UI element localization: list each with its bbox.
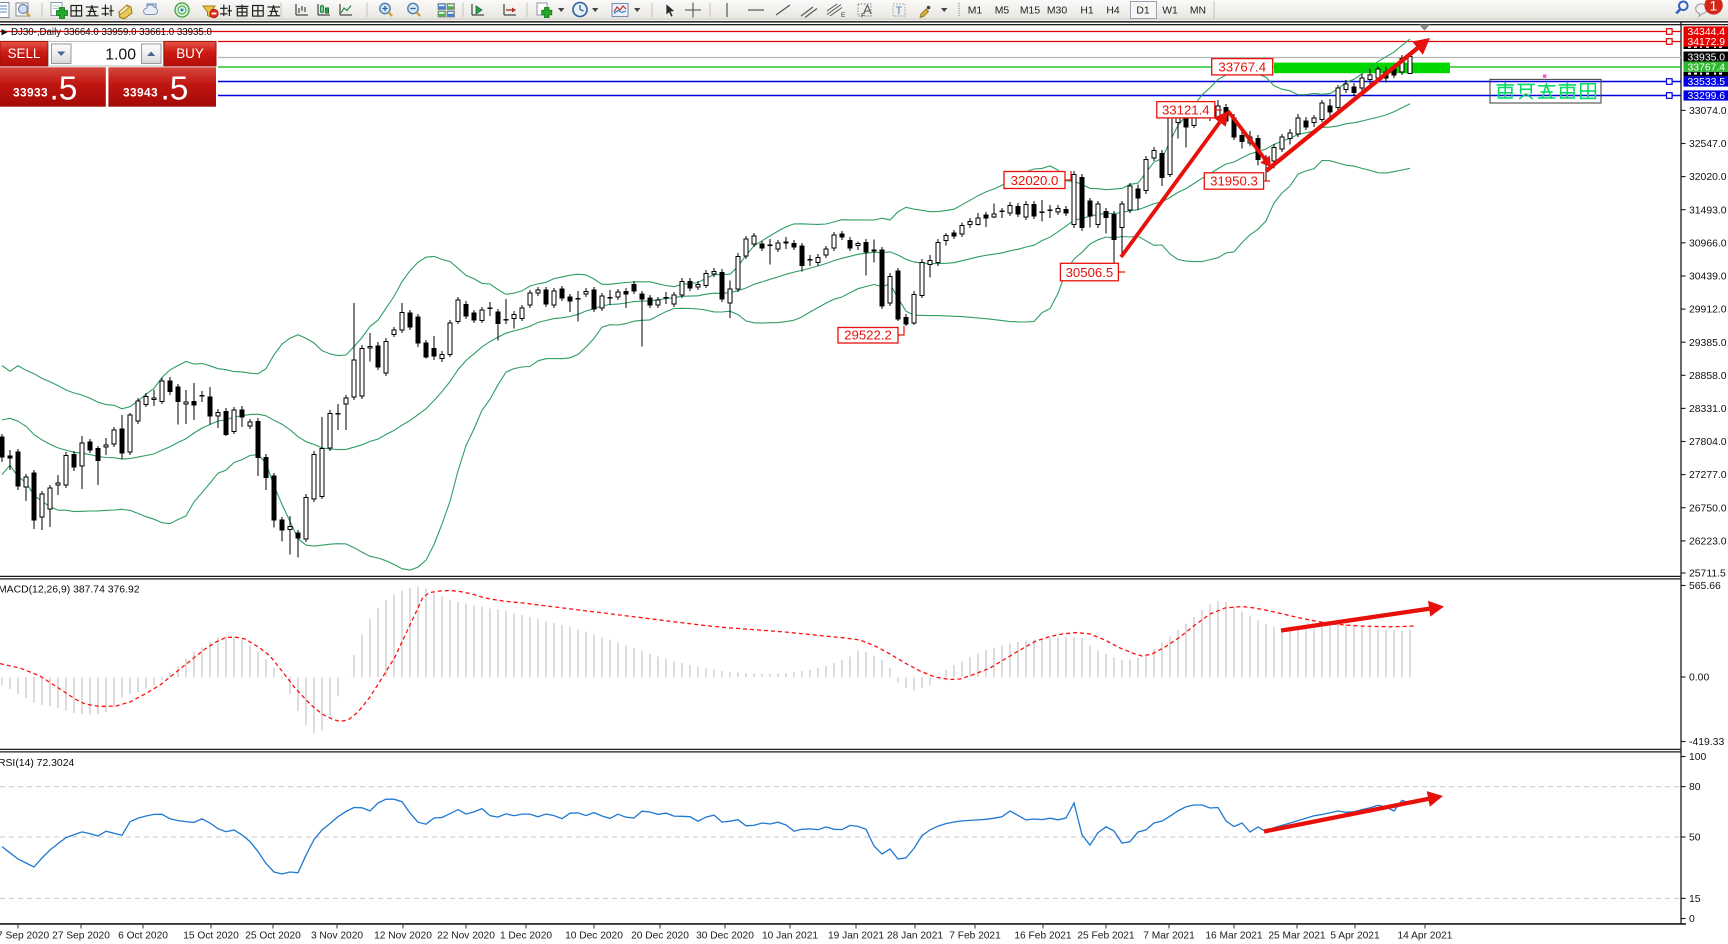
svg-text:M30: M30 [1047,6,1067,17]
svg-text:H1: H1 [1080,6,1094,17]
svg-text:16 Feb 2021: 16 Feb 2021 [1014,931,1072,942]
svg-text:12 Nov 2020: 12 Nov 2020 [374,931,432,942]
svg-text:34344.4: 34344.4 [1688,27,1726,38]
svg-text:30 Dec 2020: 30 Dec 2020 [696,931,754,942]
svg-text:BUY: BUY [176,46,204,61]
svg-text:SELL: SELL [8,46,41,61]
svg-text:W1: W1 [1162,6,1178,17]
svg-text:30966.0: 30966.0 [1689,238,1727,249]
svg-text:6 Oct 2020: 6 Oct 2020 [118,931,168,942]
svg-text:30439.0: 30439.0 [1689,272,1727,283]
svg-text:25 Oct 2020: 25 Oct 2020 [245,931,301,942]
svg-text:33121.4: 33121.4 [1162,102,1210,117]
svg-text:80: 80 [1689,782,1701,793]
svg-text:3 Nov 2020: 3 Nov 2020 [311,931,363,942]
svg-text:32547.0: 32547.0 [1689,139,1727,150]
svg-text:.5: .5 [161,71,189,108]
svg-text:MACD(12,26,9) 387.74 376.92: MACD(12,26,9) 387.74 376.92 [0,585,140,596]
svg-text:19 Jan 2021: 19 Jan 2021 [828,931,884,942]
svg-text:100: 100 [1689,752,1707,763]
svg-text:33943: 33943 [123,86,158,100]
svg-text:27804.0: 27804.0 [1689,437,1727,448]
svg-text:7 Sep 2020: 7 Sep 2020 [0,931,49,942]
svg-text:1 Dec 2020: 1 Dec 2020 [500,931,552,942]
svg-text:31493.0: 31493.0 [1689,205,1727,216]
svg-text:M15: M15 [1020,6,1040,17]
svg-text:31950.3: 31950.3 [1210,174,1258,189]
svg-text:E: E [841,12,846,19]
svg-text:RSI(14) 72.3024: RSI(14) 72.3024 [0,758,74,769]
svg-text:15: 15 [1689,894,1701,905]
svg-text:20 Dec 2020: 20 Dec 2020 [631,931,689,942]
svg-text:27 Sep 2020: 27 Sep 2020 [52,931,110,942]
svg-text:28858.0: 28858.0 [1689,371,1727,382]
svg-text:28331.0: 28331.0 [1689,404,1727,415]
svg-text:7 Mar 2021: 7 Mar 2021 [1143,931,1195,942]
svg-text:A: A [863,2,872,17]
svg-text:25 Mar 2021: 25 Mar 2021 [1268,931,1326,942]
svg-text:0.00: 0.00 [1689,673,1709,684]
svg-text:33299.6: 33299.6 [1688,91,1726,102]
svg-text:15 Oct 2020: 15 Oct 2020 [183,931,239,942]
svg-text:33935.0: 33935.0 [1688,52,1726,63]
svg-text:27277.0: 27277.0 [1689,470,1727,481]
svg-text:H4: H4 [1106,6,1120,17]
svg-text:.5: .5 [50,71,78,108]
svg-text:29912.0: 29912.0 [1689,305,1727,316]
svg-text:0: 0 [1689,914,1695,925]
svg-text:33767.4: 33767.4 [1688,62,1726,73]
svg-text:33533.5: 33533.5 [1688,77,1726,88]
svg-text:32020.0: 32020.0 [1689,172,1727,183]
svg-text:-419.33: -419.33 [1689,737,1724,748]
svg-text:1: 1 [1710,0,1718,14]
svg-text:33933: 33933 [13,86,48,100]
svg-text:22 Nov 2020: 22 Nov 2020 [437,931,495,942]
svg-text:T: T [896,5,903,17]
svg-text:33074.0: 33074.0 [1689,106,1727,117]
svg-text:7 Feb 2021: 7 Feb 2021 [949,931,1001,942]
svg-text:1.00: 1.00 [105,46,136,63]
svg-text:14 Apr 2021: 14 Apr 2021 [1398,931,1453,942]
svg-text:MN: MN [1190,6,1206,17]
svg-text:16 Mar 2021: 16 Mar 2021 [1205,931,1263,942]
svg-text:M5: M5 [995,6,1010,17]
svg-text:50: 50 [1689,833,1701,844]
svg-text:33767.4: 33767.4 [1218,59,1266,74]
svg-text:DJ30-,Daily 33664.0 33959.0 3: DJ30-,Daily 33664.0 33959.0 33661.0 3393… [11,27,213,38]
svg-text:M1: M1 [968,6,983,17]
svg-text:32020.0: 32020.0 [1011,173,1059,188]
svg-text:29522.2: 29522.2 [844,327,892,342]
svg-text:26750.0: 26750.0 [1689,503,1727,514]
svg-text:25711.5: 25711.5 [1689,569,1726,580]
svg-text:28 Jan 2021: 28 Jan 2021 [887,931,943,942]
svg-text:565.66: 565.66 [1689,581,1721,592]
svg-text:D1: D1 [1136,6,1150,17]
svg-text:30506.5: 30506.5 [1066,265,1114,280]
svg-text:34172.9: 34172.9 [1688,37,1726,48]
svg-text:10 Dec 2020: 10 Dec 2020 [565,931,623,942]
svg-text:F: F [861,13,865,20]
svg-text:26223.0: 26223.0 [1689,537,1727,548]
svg-text:25 Feb 2021: 25 Feb 2021 [1077,931,1135,942]
svg-text:10 Jan 2021: 10 Jan 2021 [762,931,818,942]
svg-text:29385.0: 29385.0 [1689,338,1727,349]
svg-text:5 Apr 2021: 5 Apr 2021 [1330,931,1380,942]
